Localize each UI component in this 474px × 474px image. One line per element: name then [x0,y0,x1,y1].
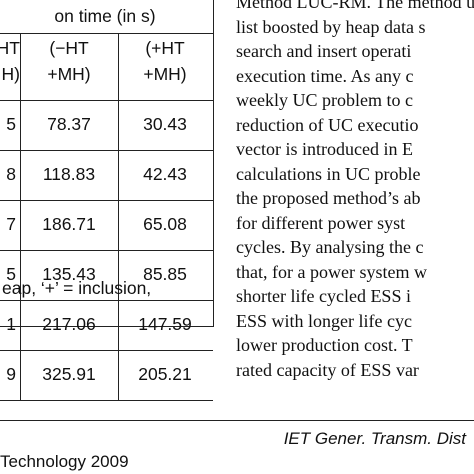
table-cell: 118.83 [42,164,96,184]
table-rule [118,33,119,400]
body-line: for different power syst [236,212,406,233]
journal-citation: IET Gener. Transm. Dist [283,429,466,448]
table-cell: 5 [6,114,16,134]
table-cell: 85.85 [143,264,187,284]
table-cell: 78.37 [47,114,91,134]
body-line: vector is introduced in E [236,139,413,159]
table-rule [0,100,213,101]
body-line: calculations in UC proble [236,163,421,184]
footer-rule [0,420,474,421]
publisher-line: Technology 2009 [0,452,129,471]
header-group-label: on time (in s) [54,6,156,26]
body-line: rated capacity of ESS var [236,359,419,380]
table-footnote: eap, ‘+’ = inclusion, [2,278,152,298]
body-line: the proposed method’s ab [236,188,421,208]
body-line: ESS with longer life cyc [236,310,412,331]
table-rule [0,150,213,151]
body-line: Method LUC-RM. The method uses [236,0,474,12]
table-rule [0,300,213,301]
table-cell: 9 [6,364,16,384]
table-cell: 5 [6,264,16,284]
table-cell: 65.08 [143,214,187,234]
table-cell: 186.71 [42,214,96,234]
table-rule [0,200,213,201]
body-text-column: Method LUC-RM. The method uses list boos… [236,0,474,382]
table-cell: 217.06 [42,314,96,334]
col-header-3-line2: +MH) [143,64,187,84]
col-header-3-line1: (+HT [145,38,185,58]
col-header-2-line1: (−HT [49,38,89,58]
body-line: weekly UC problem to c [236,90,413,110]
col-header-2-line2: +MH) [47,64,91,84]
body-line: execution time. As any c [236,65,414,86]
table-rule [0,350,213,351]
body-line: that, for a power system w [236,261,427,282]
table-rule [0,400,213,401]
table-cell: 325.91 [42,364,96,384]
col-header-1-line1: HT [0,38,20,58]
table-cell: 205.21 [138,364,192,384]
table-cell: 42.43 [143,164,187,184]
table-cell: 30.43 [143,114,187,134]
table-cell: 8 [6,164,16,184]
results-table: on time (in s) HT H) (−HT +MH) (+HT +MH)… [0,0,214,401]
body-line: list boosted by heap data s [236,16,426,37]
table-cell: 135.43 [42,264,96,284]
body-line: reduction of UC executio [236,114,419,135]
table-rule [0,33,213,34]
table-cell: 1 [6,314,16,334]
table-rule [0,250,213,251]
col-header-1-line2: H) [1,64,20,84]
table-cell: 147.59 [138,314,192,334]
body-line: lower production cost. T [236,335,413,355]
body-line: cycles. By analysing the c [236,237,424,257]
body-line: search and insert operati [236,41,412,61]
table-cell: 7 [6,214,16,234]
body-line: shorter life cycled ESS i [236,286,411,306]
table-rule [20,33,21,400]
